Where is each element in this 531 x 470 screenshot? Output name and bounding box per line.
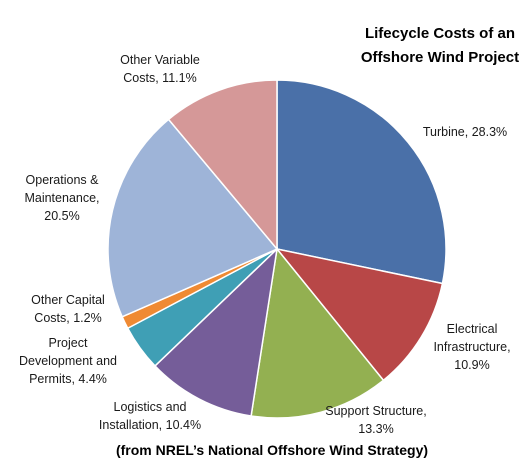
slice-label-line: Support Structure, — [325, 404, 426, 418]
slice-label-line: Permits, 4.4% — [29, 372, 107, 386]
slice-label-line: Costs, 11.1% — [123, 71, 196, 85]
slice-label-line: Project — [49, 336, 88, 350]
slice-label-line: 20.5% — [44, 209, 79, 223]
slice-label-line: Infrastructure, — [433, 340, 510, 354]
slice-labels: Turbine, 28.3% Electrical Infrastructure, 1… — [19, 53, 511, 436]
slice-label-support-structure: Support Structure, 13.3% — [325, 404, 426, 436]
slice-label-line: Costs, 1.2% — [34, 311, 101, 325]
slice-label-line: Installation, 10.4% — [99, 418, 201, 432]
slice-label-line: Other Capital — [31, 293, 105, 307]
slice-label-project-development-and-permits: Project Development and Permits, 4.4% — [19, 336, 117, 386]
slice-label-turbine: Turbine, 28.3% — [423, 125, 507, 139]
slice-label-line: Development and — [19, 354, 117, 368]
pie-slice-turbine — [276, 79, 447, 285]
pie-slice-logistics-and-installation — [153, 246, 279, 417]
slice-label-line: 10.9% — [454, 358, 489, 372]
slice-label-electrical-infrastructure: Electrical Infrastructure, 10.9% — [433, 322, 510, 372]
pie-slice-support-structure — [250, 247, 385, 419]
slice-label-line: Logistics and — [114, 400, 187, 414]
chart-title-line-2: Offshore Wind Project — [361, 49, 519, 66]
slice-label-line: Electrical — [447, 322, 498, 336]
slice-label-line: Other Variable — [120, 53, 200, 67]
slice-label-line: Operations & — [26, 173, 100, 187]
pie-slice-other-variable-costs — [167, 79, 278, 252]
slice-label-other-capital-costs: Other Capital Costs, 1.2% — [31, 293, 105, 325]
chart-title-line-1: Lifecycle Costs of an — [365, 25, 515, 42]
slice-label-line: 13.3% — [358, 422, 393, 436]
slice-label-logistics-and-installation: Logistics and Installation, 10.4% — [99, 400, 201, 432]
slice-label-line: Turbine, 28.3% — [423, 125, 507, 139]
pie-slice-electrical-infrastructure — [275, 247, 444, 382]
pie-slices — [107, 79, 447, 419]
slice-label-operations-and-maintenance: Operations & Maintenance, 20.5% — [24, 173, 99, 223]
slice-label-line: Maintenance, — [24, 191, 99, 205]
slice-label-other-variable-costs: Other Variable Costs, 11.1% — [120, 53, 200, 85]
pie-slice-operations-and-maintenance — [107, 118, 279, 318]
source-note: (from NREL’s National Offshore Wind Stra… — [116, 442, 428, 458]
